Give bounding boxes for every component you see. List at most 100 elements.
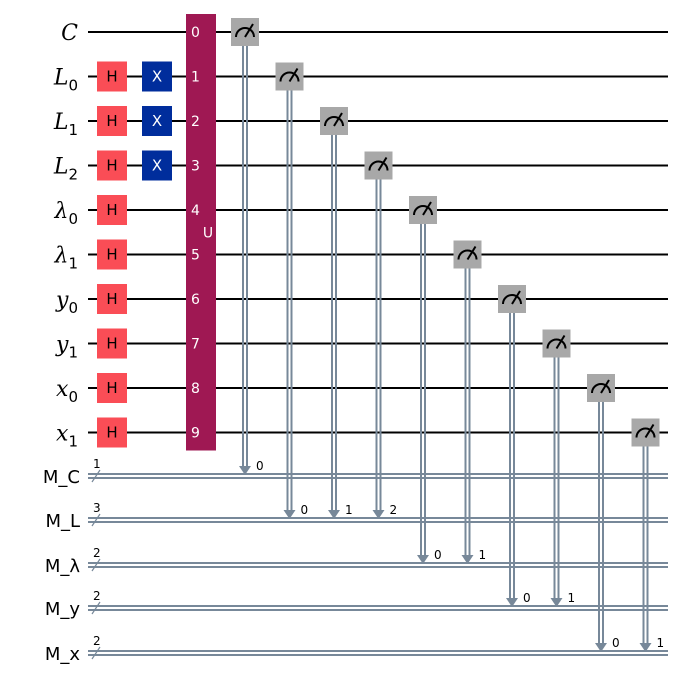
qubit-label: λ1: [54, 244, 79, 273]
h-gate-label: H: [106, 68, 117, 86]
h-gate-label: H: [106, 424, 117, 442]
creg-label: M_C: [43, 467, 80, 488]
qubit-label: L2: [53, 155, 78, 184]
qubit-label-subscript: 0: [68, 210, 78, 228]
creg-label: M_λ: [45, 556, 81, 577]
h-gate: [97, 373, 127, 403]
meter-needle: [511, 290, 521, 305]
meter-icon: [413, 205, 433, 216]
measure-arrowhead: [372, 510, 385, 519]
measure-bit-index: 2: [390, 503, 398, 517]
measure-gate: [498, 285, 526, 313]
measure-bit-index: 0: [523, 591, 531, 605]
meter-needle: [644, 423, 655, 439]
measure-gate: [542, 329, 571, 358]
measure-bit-index: 1: [657, 636, 665, 650]
measure-gate: [275, 62, 304, 91]
creg-size-slash: [91, 558, 101, 572]
creg-label: M_y: [45, 599, 81, 620]
meter-icon: [457, 249, 478, 260]
qubit-label-subscript: 0: [68, 388, 78, 406]
x-gate-label: X: [152, 157, 162, 175]
qubit-label: λ0: [54, 199, 79, 228]
h-gate-label: H: [106, 290, 117, 308]
meter-icon: [235, 27, 255, 38]
measure-arrowhead: [239, 466, 251, 475]
u-gate-qubit-index: 0: [191, 25, 200, 41]
qubit-label: y1: [55, 333, 78, 362]
meter-needle: [288, 67, 299, 83]
creg-label: M_L: [45, 511, 80, 532]
u-gate-label: U: [203, 225, 213, 241]
measure-bit-index: 1: [479, 548, 487, 562]
creg-size-slash: [91, 601, 101, 615]
measure-arrowhead: [328, 510, 340, 519]
creg-size: 2: [93, 589, 101, 603]
u-gate-qubit-index: 1: [191, 70, 200, 86]
u-gate: [186, 14, 216, 451]
x-gate: [142, 106, 172, 136]
meter-needle: [600, 379, 610, 394]
qubit-label-subscript: 1: [68, 255, 78, 273]
h-gate: [97, 150, 127, 181]
wires-layer: [88, 31, 668, 434]
u-gate-qubit-index: 8: [191, 381, 200, 397]
gates-layer: H H H H H H H H H X X X 0 1 2 3 4 5 6 7 8 9 U: [97, 14, 660, 652]
measure-arrowhead: [461, 555, 474, 564]
qubit-label: L1: [53, 110, 78, 139]
h-gate-label: H: [106, 157, 117, 175]
qubit-label: L0: [53, 66, 78, 95]
creg-size: 1: [93, 457, 101, 471]
x-gate-label: X: [152, 68, 162, 86]
x-gate: [142, 150, 172, 181]
meter-needle: [333, 112, 343, 127]
measure-bit-index: 1: [568, 591, 576, 605]
creg-size-slash: [91, 469, 101, 483]
measure-arrowhead: [595, 643, 607, 652]
h-gate: [97, 239, 127, 270]
creg-size-slash: [91, 646, 101, 660]
h-gate: [97, 106, 127, 136]
measure-bit-index: 1: [345, 503, 353, 517]
measure-bit-index: 0: [301, 503, 309, 517]
meter-icon: [546, 338, 567, 349]
measure-gate: [453, 240, 482, 269]
creg-size: 2: [93, 634, 101, 648]
qubit-label-base: λ: [54, 199, 69, 224]
meter-icon: [591, 383, 611, 394]
classical-wires-layer: [88, 469, 668, 660]
qubit-label-base: C: [61, 21, 78, 46]
h-gate-label: H: [106, 335, 117, 353]
qubit-label: y0: [55, 288, 78, 317]
qubit-label-subscript: 0: [68, 77, 78, 95]
meter-needle: [466, 245, 477, 261]
u-gate-qubit-index: 2: [191, 114, 200, 130]
measure-gate: [320, 107, 348, 135]
qubit-label-subscript: 0: [68, 299, 78, 317]
h-gate: [97, 328, 127, 359]
measure-bit-index: 0: [434, 548, 442, 562]
meter-needle: [422, 201, 432, 216]
measure-gate: [409, 196, 437, 224]
u-gate-qubit-index: 5: [191, 248, 200, 264]
h-gate-label: H: [106, 112, 117, 130]
qubit-label-subscript: 1: [68, 344, 78, 362]
u-gate-qubit-index: 4: [191, 203, 200, 219]
meter-icon: [502, 294, 522, 305]
measure-gate: [631, 418, 660, 447]
creg-size-slash: [91, 513, 101, 527]
qubit-label-base: L: [53, 66, 69, 91]
measure-arrowhead: [550, 598, 563, 607]
measure-gate: [587, 374, 615, 402]
h-gate: [97, 61, 127, 92]
meter-icon: [279, 71, 300, 82]
h-gate: [97, 417, 127, 448]
measure-arrowhead: [506, 598, 518, 607]
qubit-label: C: [61, 21, 78, 46]
h-gate-label: H: [106, 246, 117, 264]
creg-size: 2: [93, 546, 101, 560]
qubit-label-base: y: [55, 333, 69, 358]
qubit-label-base: λ: [54, 244, 69, 269]
x-gate: [142, 61, 172, 92]
measure-arrowhead: [639, 643, 652, 652]
